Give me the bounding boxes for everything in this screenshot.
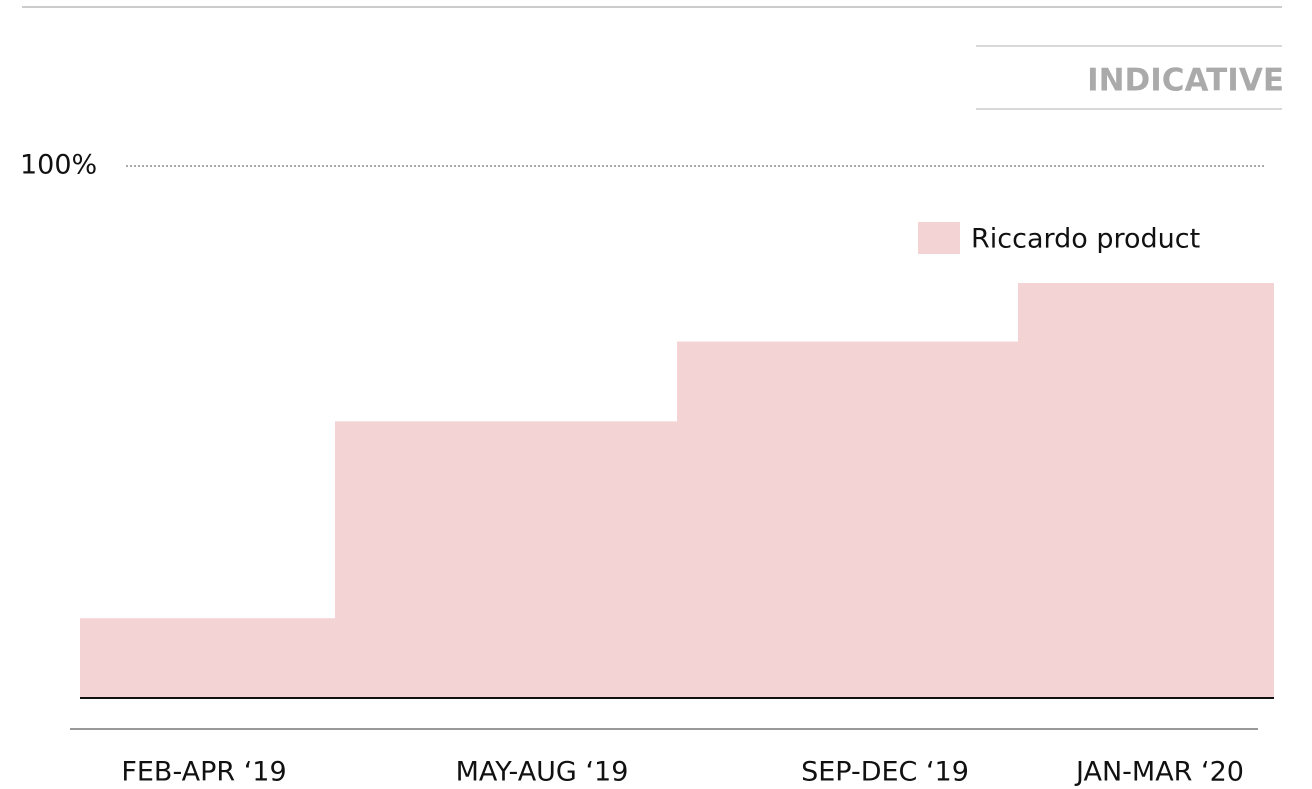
bar — [1018, 283, 1274, 698]
legend-swatch — [918, 222, 960, 254]
bar — [677, 341, 1018, 698]
bar — [335, 421, 677, 698]
x-tick-label: FEB-APR ‘19 — [121, 757, 286, 788]
x-tick-label: MAY-AUG ‘19 — [456, 757, 629, 788]
legend-label: Riccardo product — [971, 224, 1200, 255]
bar — [80, 618, 335, 698]
annotation: INDICATIVE — [1087, 63, 1284, 99]
y-tick-label: 100% — [20, 150, 97, 181]
x-tick-label: JAN-MAR ‘20 — [1074, 757, 1244, 788]
x-tick-label: SEP-DEC ‘19 — [801, 757, 969, 788]
